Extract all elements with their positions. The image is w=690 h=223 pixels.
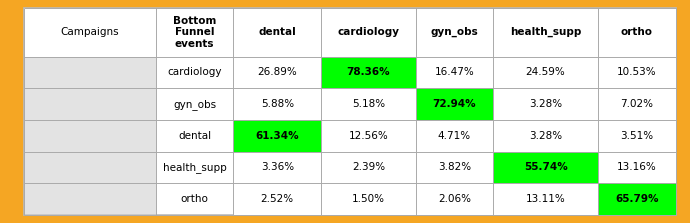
Bar <box>321 183 415 215</box>
Bar <box>493 8 598 57</box>
Text: 26.89%: 26.89% <box>257 68 297 77</box>
Text: gyn_obs: gyn_obs <box>173 99 216 110</box>
Bar <box>321 8 415 57</box>
Bar <box>233 120 321 152</box>
Text: 12.56%: 12.56% <box>348 131 388 141</box>
Text: 16.47%: 16.47% <box>435 68 474 77</box>
Bar <box>415 183 493 215</box>
Bar <box>233 88 321 120</box>
Bar <box>24 152 156 183</box>
Bar <box>24 183 156 215</box>
Text: Bottom
Funnel
events: Bottom Funnel events <box>173 16 216 49</box>
Bar <box>493 57 598 88</box>
Text: health_supp: health_supp <box>163 162 226 173</box>
Bar <box>156 8 233 57</box>
Text: Campaigns: Campaigns <box>61 27 119 37</box>
Bar <box>233 183 321 215</box>
Text: 1.50%: 1.50% <box>352 194 385 204</box>
Bar <box>598 88 676 120</box>
Text: dental: dental <box>258 27 296 37</box>
Bar <box>321 57 415 88</box>
Bar <box>24 57 156 88</box>
Text: 13.16%: 13.16% <box>617 163 657 172</box>
Text: 3.51%: 3.51% <box>620 131 653 141</box>
Bar <box>233 57 321 88</box>
Text: 3.28%: 3.28% <box>529 131 562 141</box>
Bar <box>24 88 156 120</box>
Bar <box>24 120 156 152</box>
Bar <box>598 57 676 88</box>
Bar <box>598 152 676 183</box>
Bar <box>321 152 415 183</box>
Text: health_supp: health_supp <box>510 27 581 37</box>
Text: 2.52%: 2.52% <box>261 194 294 204</box>
Text: 10.53%: 10.53% <box>617 68 656 77</box>
Bar <box>598 183 676 215</box>
Text: 55.74%: 55.74% <box>524 163 567 172</box>
Text: 24.59%: 24.59% <box>526 68 565 77</box>
Bar <box>24 8 156 57</box>
Text: 7.02%: 7.02% <box>620 99 653 109</box>
Bar <box>493 152 598 183</box>
Bar <box>415 120 493 152</box>
Bar <box>415 57 493 88</box>
Bar <box>233 8 321 57</box>
Text: 2.06%: 2.06% <box>438 194 471 204</box>
Text: 13.11%: 13.11% <box>526 194 565 204</box>
Bar <box>321 120 415 152</box>
Bar <box>493 88 598 120</box>
Text: dental: dental <box>178 131 211 141</box>
Text: cardiology: cardiology <box>168 68 221 77</box>
Text: gyn_obs: gyn_obs <box>431 27 478 37</box>
Bar <box>233 152 321 183</box>
Text: 3.28%: 3.28% <box>529 99 562 109</box>
Bar <box>493 120 598 152</box>
Bar <box>598 8 676 57</box>
Text: 72.94%: 72.94% <box>433 99 476 109</box>
Text: 4.71%: 4.71% <box>438 131 471 141</box>
Bar <box>493 183 598 215</box>
Text: ortho: ortho <box>181 194 208 204</box>
Text: 3.36%: 3.36% <box>261 163 294 172</box>
Bar <box>415 152 493 183</box>
Bar <box>415 88 493 120</box>
Text: 78.36%: 78.36% <box>346 68 391 77</box>
Text: 5.18%: 5.18% <box>352 99 385 109</box>
Text: 2.39%: 2.39% <box>352 163 385 172</box>
Text: 65.79%: 65.79% <box>615 194 658 204</box>
Text: 61.34%: 61.34% <box>255 131 299 141</box>
Bar <box>415 8 493 57</box>
Text: 5.88%: 5.88% <box>261 99 294 109</box>
Text: cardiology: cardiology <box>337 27 400 37</box>
Text: ortho: ortho <box>621 27 653 37</box>
Text: 3.82%: 3.82% <box>438 163 471 172</box>
Bar <box>321 88 415 120</box>
Bar <box>598 120 676 152</box>
